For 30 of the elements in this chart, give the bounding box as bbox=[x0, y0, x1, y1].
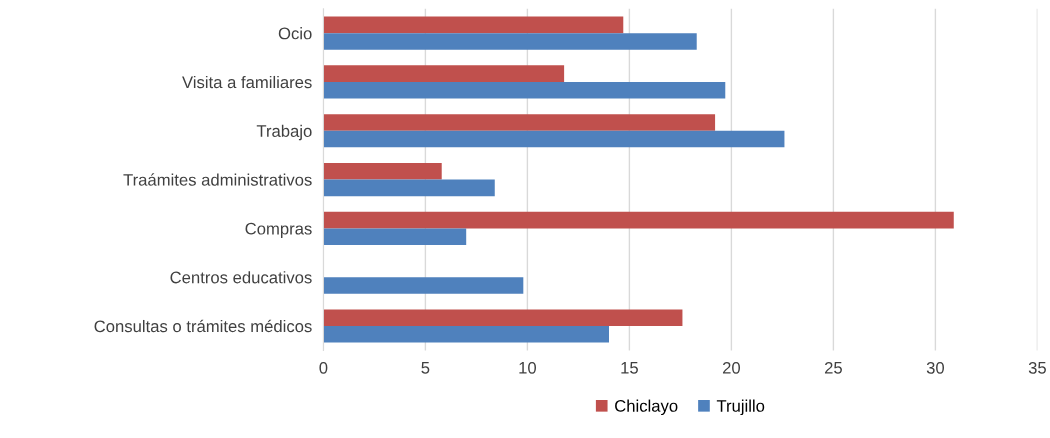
legend-label: Trujillo bbox=[716, 399, 765, 416]
y-tick-label: Consultas o trámites médicos bbox=[94, 319, 312, 333]
x-tick-label: 15 bbox=[621, 362, 638, 374]
y-tick-label: Traámites administrativos bbox=[123, 173, 312, 186]
x-tick-label: 35 bbox=[1028, 361, 1046, 374]
x-tick-label: 10 bbox=[519, 361, 537, 374]
y-tick-label: Visita a familiares bbox=[182, 75, 312, 89]
bar bbox=[323, 130, 785, 148]
bar bbox=[323, 228, 467, 245]
y-tick-label: Trabajo bbox=[256, 124, 312, 141]
x-tick-label: 30 bbox=[926, 361, 945, 374]
bar bbox=[323, 81, 726, 99]
bar bbox=[323, 33, 697, 50]
x-tick-label: 5 bbox=[421, 362, 430, 374]
bar bbox=[323, 179, 495, 197]
y-tick-label: Ocio bbox=[278, 27, 312, 40]
x-tick-label: 20 bbox=[722, 361, 741, 374]
bar bbox=[323, 326, 609, 343]
x-tick-label: 0 bbox=[319, 361, 328, 374]
bar bbox=[323, 277, 524, 294]
bar bbox=[323, 309, 683, 326]
y-tick-label: Compras bbox=[245, 222, 312, 238]
bar bbox=[323, 114, 716, 131]
y-tick-label: Centros educativos bbox=[170, 271, 312, 284]
bar bbox=[323, 16, 624, 34]
legend-label: Chiclayo bbox=[615, 399, 678, 416]
bar bbox=[323, 211, 954, 229]
bar bbox=[323, 65, 565, 82]
bar bbox=[323, 162, 442, 180]
x-tick-label: 25 bbox=[824, 361, 842, 374]
